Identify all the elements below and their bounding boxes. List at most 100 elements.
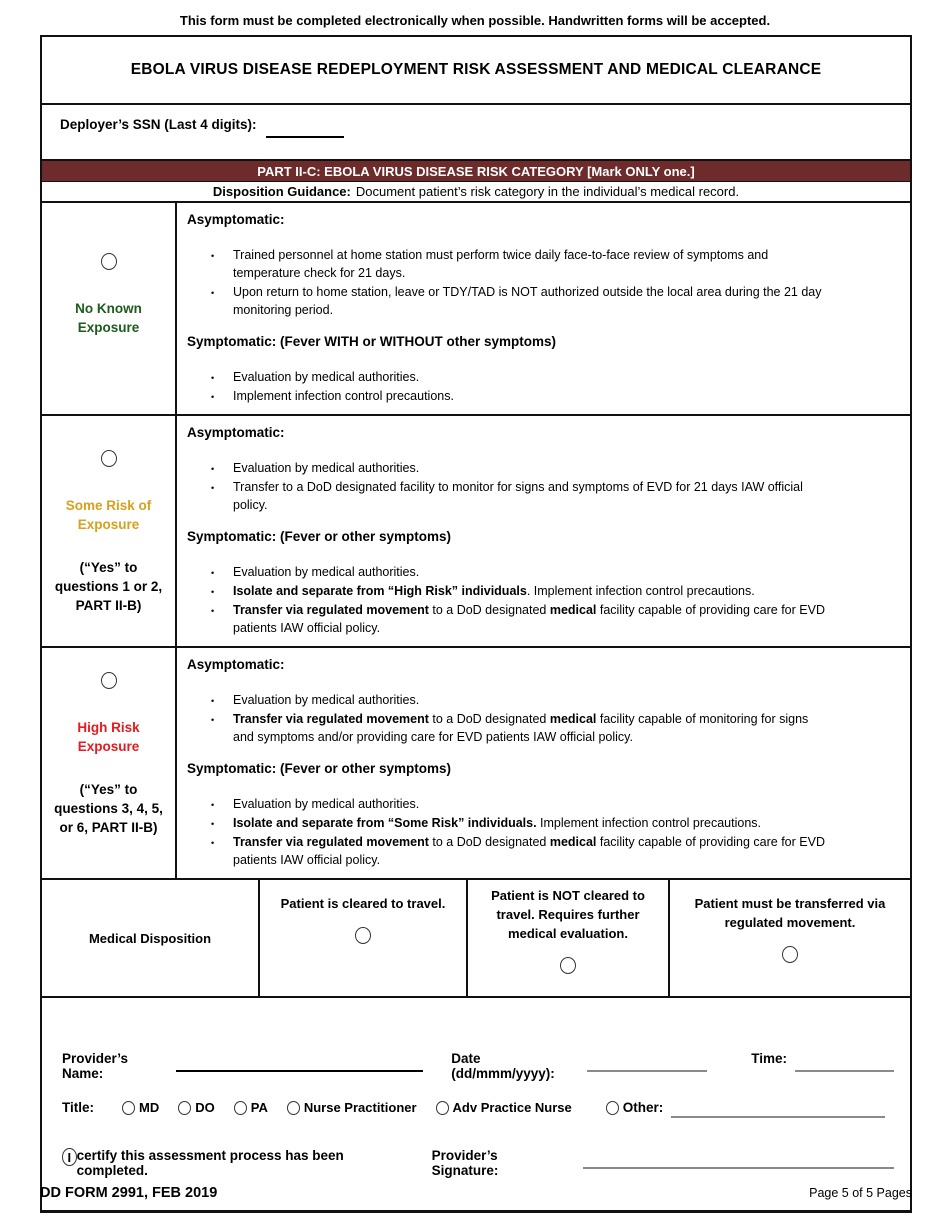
some-risk-exposure-note: (“Yes” to questions 1 or 2, PART II-B) (54, 560, 163, 613)
form-body: EBOLA VIRUS DISEASE REDEPLOYMENT RISK AS… (40, 35, 912, 1213)
radio-icon[interactable] (178, 1100, 192, 1115)
bullet-item: Evaluation by medical authorities. (187, 459, 827, 478)
form-footer: DD FORM 2991, FEB 2019 Page 5 of 5 Pages (40, 1185, 912, 1201)
some-risk-exposure-radio[interactable] (100, 450, 117, 467)
title-option-md[interactable]: MD (122, 1100, 159, 1115)
some-risk-exposure-label: Some Risk of Exposure (65, 498, 152, 532)
bullet-item: Transfer to a DoD designated facility to… (187, 478, 827, 514)
bullet-list: Trained personnel at home station must p… (187, 246, 900, 319)
medical-disposition-row: Medical Disposition Patient is cleared t… (42, 880, 910, 998)
provider-signature-line[interactable] (582, 1167, 895, 1169)
part-iic-header-text: PART II-C: EBOLA VIRUS DISEASE RISK CATE… (257, 163, 695, 179)
disposition-regulated-movement-cell: Patient must be transferred via regulate… (670, 880, 910, 996)
bullet-item: Evaluation by medical authorities. (187, 795, 827, 814)
bullet-list: Evaluation by medical authorities.Implem… (187, 368, 900, 406)
provider-signature-label: Provider’s Signature: (431, 1148, 499, 1178)
disposition-cleared-cell: Patient is cleared to travel. (260, 880, 468, 996)
title-option-label: DO (195, 1100, 215, 1115)
guidance-label: Disposition Guidance: (212, 184, 351, 199)
risk-row-some-risk-exposure: Some Risk of Exposure (“Yes” to question… (42, 416, 910, 648)
date-label: Date (dd/mmm/yyyy): (451, 1051, 555, 1081)
form-title: EBOLA VIRUS DISEASE REDEPLOYMENT RISK AS… (130, 61, 822, 78)
other-field-line[interactable] (671, 1115, 886, 1118)
bullet-item: Transfer via regulated movement to a DoD… (187, 710, 827, 746)
disposition-not-cleared-cell: Patient is NOT cleared to travel. Requir… (468, 880, 670, 996)
bullet-item: Upon return to home station, leave or TD… (187, 283, 827, 319)
section-heading: Symptomatic: (Fever or other symptoms) (187, 761, 452, 776)
medical-disposition-label-cell: Medical Disposition (42, 880, 260, 996)
title-option-other[interactable]: Other: (605, 1100, 886, 1118)
ssn-label: Deployer’s SSN (Last 4 digits): (60, 117, 257, 132)
title-option-label: MD (139, 1100, 160, 1115)
disposition-not-cleared-text: Patient is NOT cleared to travel. Requir… (491, 888, 645, 941)
risk-left-no-known: No Known Exposure (42, 203, 177, 414)
no-known-exposure-radio[interactable] (100, 253, 117, 270)
bullet-list: Evaluation by medical authorities.Transf… (187, 459, 900, 514)
title-options: MD DO PA Nurse Practitioner Adv Practice Nur… (122, 1100, 572, 1115)
high-risk-exposure-label: High Risk Exposure (77, 720, 140, 754)
bullet-item: Transfer via regulated movement to a DoD… (187, 833, 827, 869)
disposition-cleared-radio[interactable] (355, 927, 371, 944)
disposition-regulated-movement-text: Patient must be transferred via regulate… (694, 896, 886, 930)
bullet-item: Evaluation by medical authorities. (187, 563, 827, 582)
form-title-row: EBOLA VIRUS DISEASE REDEPLOYMENT RISK AS… (42, 37, 910, 105)
risk-row-no-known-exposure: No Known Exposure Asymptomatic: Trained p… (42, 203, 910, 416)
risk-row-high-risk-exposure: High Risk Exposure (“Yes” to questions 3… (42, 648, 910, 880)
title-option-nurse-practitioner[interactable]: Nurse Practitioner (286, 1100, 417, 1115)
radio-icon[interactable] (122, 1100, 136, 1115)
other-radio[interactable] (605, 1100, 619, 1115)
risk-content-high-risk: Asymptomatic: Evaluation by medical autho… (177, 648, 910, 878)
bullet-item: Isolate and separate from “High Risk” in… (187, 582, 827, 601)
title-option-do[interactable]: DO (178, 1100, 215, 1115)
page-number: Page 5 of 5 Pages (809, 1186, 912, 1200)
provider-section: Provider’s Name: Date (dd/mmm/yyyy): Tim… (42, 998, 910, 1210)
bullet-list: Evaluation by medical authorities.Isolat… (187, 795, 900, 869)
provider-name-row: Provider’s Name: Date (dd/mmm/yyyy): Tim… (62, 1051, 894, 1081)
section-heading: Asymptomatic: (187, 425, 285, 440)
disposition-regulated-movement-radio[interactable] (782, 946, 798, 963)
electronic-completion-note: This form must be completed electronical… (179, 13, 771, 28)
high-risk-exposure-note: (“Yes” to questions 3, 4, 5, or 6, PART … (54, 782, 163, 835)
certify-i-mark[interactable]: I (62, 1148, 77, 1166)
radio-icon[interactable] (435, 1100, 449, 1115)
title-option-pa[interactable]: PA (233, 1100, 268, 1115)
disposition-not-cleared-radio[interactable] (560, 957, 576, 974)
date-field-line[interactable] (587, 1070, 708, 1072)
part-iic-header-bar: PART II-C: EBOLA VIRUS DISEASE RISK CATE… (42, 161, 910, 182)
provider-name-label: Provider’s Name: (62, 1051, 129, 1081)
certify-row: I certify this assessment process has be… (62, 1146, 895, 1178)
title-option-label: Adv Practice Nurse (452, 1100, 572, 1115)
risk-left-high-risk: High Risk Exposure (“Yes” to questions 3… (42, 648, 177, 878)
bullet-list: Evaluation by medical authorities.Isolat… (187, 563, 900, 637)
ssn-field-line[interactable] (266, 136, 345, 138)
risk-left-some-risk: Some Risk of Exposure (“Yes” to question… (42, 416, 177, 646)
title-option-label: Nurse Practitioner (303, 1100, 417, 1115)
guidance-text: Document patient’s risk category in the … (355, 184, 740, 199)
title-option-label: PA (250, 1100, 268, 1115)
provider-title-row: Title: MD DO PA Nurse Practitioner Adv Pract… (62, 1100, 894, 1118)
section-heading: Asymptomatic: (187, 212, 285, 227)
time-field-line[interactable] (794, 1070, 894, 1072)
certify-statement: certify this assessment process has been… (76, 1148, 344, 1178)
high-risk-exposure-radio[interactable] (100, 672, 117, 689)
ssn-row: Deployer’s SSN (Last 4 digits): (42, 105, 910, 161)
bullet-item: Isolate and separate from “Some Risk” in… (187, 814, 827, 833)
no-known-exposure-label: No Known Exposure (75, 301, 142, 335)
radio-icon[interactable] (233, 1100, 247, 1115)
medical-disposition-label: Medical Disposition (88, 930, 212, 946)
bullet-list: Evaluation by medical authorities.Transf… (187, 691, 900, 746)
title-option-adv-practice-nurse[interactable]: Adv Practice Nurse (435, 1100, 572, 1115)
risk-content-some-risk: Asymptomatic: Evaluation by medical autho… (177, 416, 910, 646)
radio-icon[interactable] (286, 1100, 300, 1115)
section-heading: Symptomatic: (Fever WITH or WITHOUT othe… (187, 334, 557, 349)
provider-name-field-line[interactable] (175, 1070, 424, 1072)
other-label: Other: (622, 1100, 664, 1115)
bullet-item: Implement infection control precautions. (187, 387, 827, 406)
bullet-item: Evaluation by medical authorities. (187, 368, 827, 387)
time-label: Time: (751, 1051, 787, 1066)
section-heading: Asymptomatic: (187, 657, 285, 672)
title-label: Title: (62, 1100, 95, 1115)
bullet-item: Transfer via regulated movement to a DoD… (187, 601, 827, 637)
disposition-guidance-row: Disposition Guidance: Document patient’s… (42, 182, 910, 203)
form-number: DD FORM 2991, FEB 2019 (40, 1185, 218, 1201)
